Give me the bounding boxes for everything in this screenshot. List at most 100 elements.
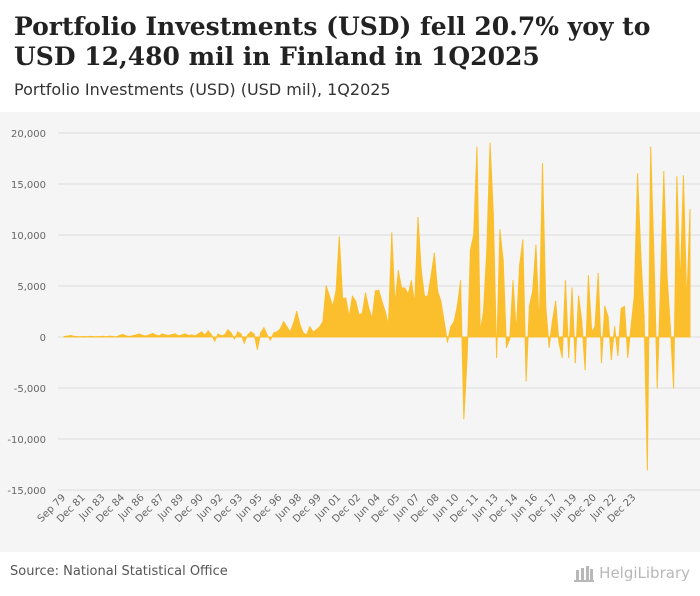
data-point — [325, 285, 327, 287]
data-point — [374, 290, 376, 292]
data-point — [282, 321, 285, 323]
data-point — [653, 254, 655, 256]
chart-subtitle: Portfolio Investments (USD) (USD mil), 1… — [14, 80, 391, 99]
data-point — [296, 310, 298, 313]
data-point — [486, 249, 488, 251]
data-point — [522, 239, 524, 241]
data-point — [482, 310, 485, 313]
data-point — [387, 324, 390, 326]
data-point — [148, 334, 150, 336]
data-point — [240, 333, 242, 335]
data-point — [191, 334, 193, 336]
data-point — [99, 335, 101, 338]
data-point — [525, 380, 527, 382]
data-point — [361, 312, 363, 315]
brand-logo: HelgiLibrary — [573, 562, 690, 584]
data-point — [666, 275, 668, 277]
data-point — [394, 303, 396, 305]
data-point — [505, 346, 508, 348]
data-point — [276, 331, 278, 333]
y-tick-label: 0 — [40, 333, 46, 344]
data-point — [165, 334, 167, 336]
data-point — [305, 334, 308, 336]
data-point — [627, 356, 629, 358]
data-point — [106, 336, 108, 338]
data-point — [155, 334, 157, 336]
data-point — [663, 171, 665, 173]
data-point — [348, 316, 350, 318]
data-point — [463, 418, 465, 420]
data-point — [220, 335, 222, 337]
data-point — [541, 163, 544, 165]
data-point — [515, 331, 517, 333]
data-point — [174, 333, 177, 335]
data-point — [430, 275, 432, 277]
data-point — [528, 305, 531, 307]
data-point — [496, 356, 498, 358]
data-point — [319, 326, 321, 328]
data-point — [83, 335, 85, 338]
data-point — [420, 270, 422, 272]
data-point — [269, 339, 272, 341]
data-point — [204, 334, 206, 336]
y-tick-label: -15,000 — [7, 486, 46, 497]
y-tick-label: 5,000 — [17, 282, 46, 293]
data-point — [581, 321, 583, 323]
data-point — [145, 335, 147, 337]
data-point — [397, 270, 399, 272]
data-point — [260, 332, 262, 334]
y-tick-label: -5,000 — [14, 384, 46, 395]
data-point — [368, 307, 370, 310]
data-point — [571, 287, 573, 289]
data-point — [577, 295, 580, 297]
data-point — [459, 280, 462, 282]
data-point — [551, 321, 553, 323]
data-point — [656, 387, 658, 389]
data-point — [476, 146, 478, 148]
series-area-fill — [63, 142, 691, 471]
data-point — [427, 295, 429, 297]
data-point — [89, 335, 91, 337]
data-point — [243, 342, 245, 344]
data-point — [548, 346, 550, 348]
data-point — [132, 335, 134, 337]
data-point — [410, 280, 413, 282]
series-area — [63, 142, 691, 471]
data-point — [96, 336, 98, 338]
data-point — [479, 331, 481, 333]
data-point — [423, 295, 426, 297]
data-point — [181, 334, 183, 336]
data-point — [650, 146, 652, 148]
data-point — [289, 331, 291, 333]
data-point — [640, 254, 642, 256]
data-point — [224, 334, 226, 336]
data-point — [673, 387, 675, 389]
data-point — [256, 348, 258, 350]
data-point — [63, 335, 65, 338]
data-point — [499, 229, 501, 231]
data-point — [178, 335, 180, 337]
chart-title: Portfolio Investments (USD) fell 20.7% y… — [14, 12, 651, 71]
library-icon — [574, 566, 595, 582]
brand-name: HelgiLibrary — [599, 564, 690, 582]
plot-area: -15,000 -10,000 -5,000 0 5,000 10,000 15,000 20… — [0, 112, 700, 552]
data-point — [610, 358, 612, 361]
data-point — [309, 326, 311, 328]
data-point — [151, 332, 154, 335]
data-point — [102, 335, 104, 337]
data-point — [679, 285, 681, 287]
data-point — [682, 175, 685, 177]
data-point — [604, 305, 606, 307]
data-point — [279, 328, 281, 330]
data-point — [469, 249, 472, 251]
data-point — [171, 333, 173, 336]
data-point — [591, 331, 593, 333]
data-point — [341, 297, 344, 299]
data-point — [250, 331, 252, 333]
y-tick-label: -10,000 — [7, 435, 46, 446]
data-point — [636, 173, 639, 175]
data-point — [194, 335, 196, 337]
data-point — [614, 326, 616, 328]
data-point — [355, 300, 357, 302]
